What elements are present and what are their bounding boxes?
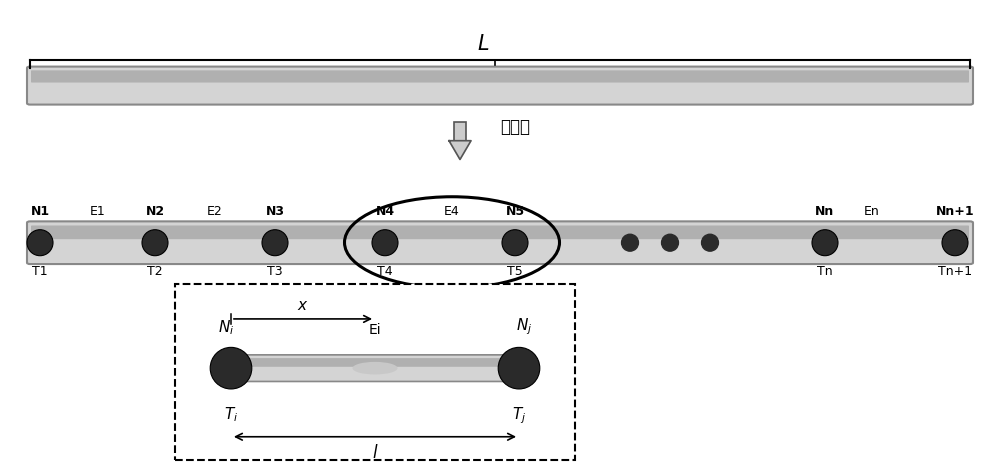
Ellipse shape — [662, 234, 678, 251]
Text: $T_i$: $T_i$ — [224, 405, 238, 424]
Text: N4: N4 — [375, 205, 395, 218]
FancyBboxPatch shape — [233, 358, 517, 367]
Text: T3: T3 — [267, 265, 283, 278]
Bar — [175, 284, 575, 460]
FancyBboxPatch shape — [454, 122, 466, 141]
Ellipse shape — [622, 234, 638, 251]
Ellipse shape — [142, 230, 168, 256]
Text: Nn: Nn — [815, 205, 835, 218]
Text: 离散化: 离散化 — [500, 118, 530, 136]
Ellipse shape — [27, 230, 53, 256]
Ellipse shape — [702, 234, 718, 251]
Ellipse shape — [942, 230, 968, 256]
Polygon shape — [449, 141, 471, 159]
Ellipse shape — [812, 230, 838, 256]
Text: $T_j$: $T_j$ — [512, 405, 526, 426]
FancyBboxPatch shape — [227, 355, 523, 381]
FancyBboxPatch shape — [27, 221, 973, 264]
Text: T4: T4 — [377, 265, 393, 278]
Text: En: En — [864, 205, 880, 218]
Text: N5: N5 — [505, 205, 525, 218]
Text: N2: N2 — [145, 205, 165, 218]
Text: $l$: $l$ — [372, 444, 378, 462]
Ellipse shape — [352, 362, 398, 374]
Text: T2: T2 — [147, 265, 163, 278]
Text: N3: N3 — [266, 205, 285, 218]
FancyBboxPatch shape — [31, 226, 969, 239]
Text: E4: E4 — [444, 205, 460, 218]
Text: $x$: $x$ — [297, 298, 309, 313]
Ellipse shape — [210, 348, 252, 389]
Text: Ei: Ei — [369, 323, 381, 337]
Ellipse shape — [502, 230, 528, 256]
Text: N1: N1 — [30, 205, 50, 218]
Text: $N_j$: $N_j$ — [516, 317, 532, 337]
Text: $L$: $L$ — [477, 34, 489, 54]
Text: Nn+1: Nn+1 — [936, 205, 974, 218]
Text: T5: T5 — [507, 265, 523, 278]
Text: Tn: Tn — [817, 265, 833, 278]
Text: T1: T1 — [32, 265, 48, 278]
Text: E2: E2 — [207, 205, 223, 218]
FancyBboxPatch shape — [27, 67, 973, 105]
Ellipse shape — [498, 348, 540, 389]
Ellipse shape — [262, 230, 288, 256]
Text: $N_i$: $N_i$ — [218, 318, 234, 337]
Text: Tn+1: Tn+1 — [938, 265, 972, 278]
Text: E1: E1 — [90, 205, 106, 218]
FancyBboxPatch shape — [31, 70, 969, 83]
Ellipse shape — [372, 230, 398, 256]
